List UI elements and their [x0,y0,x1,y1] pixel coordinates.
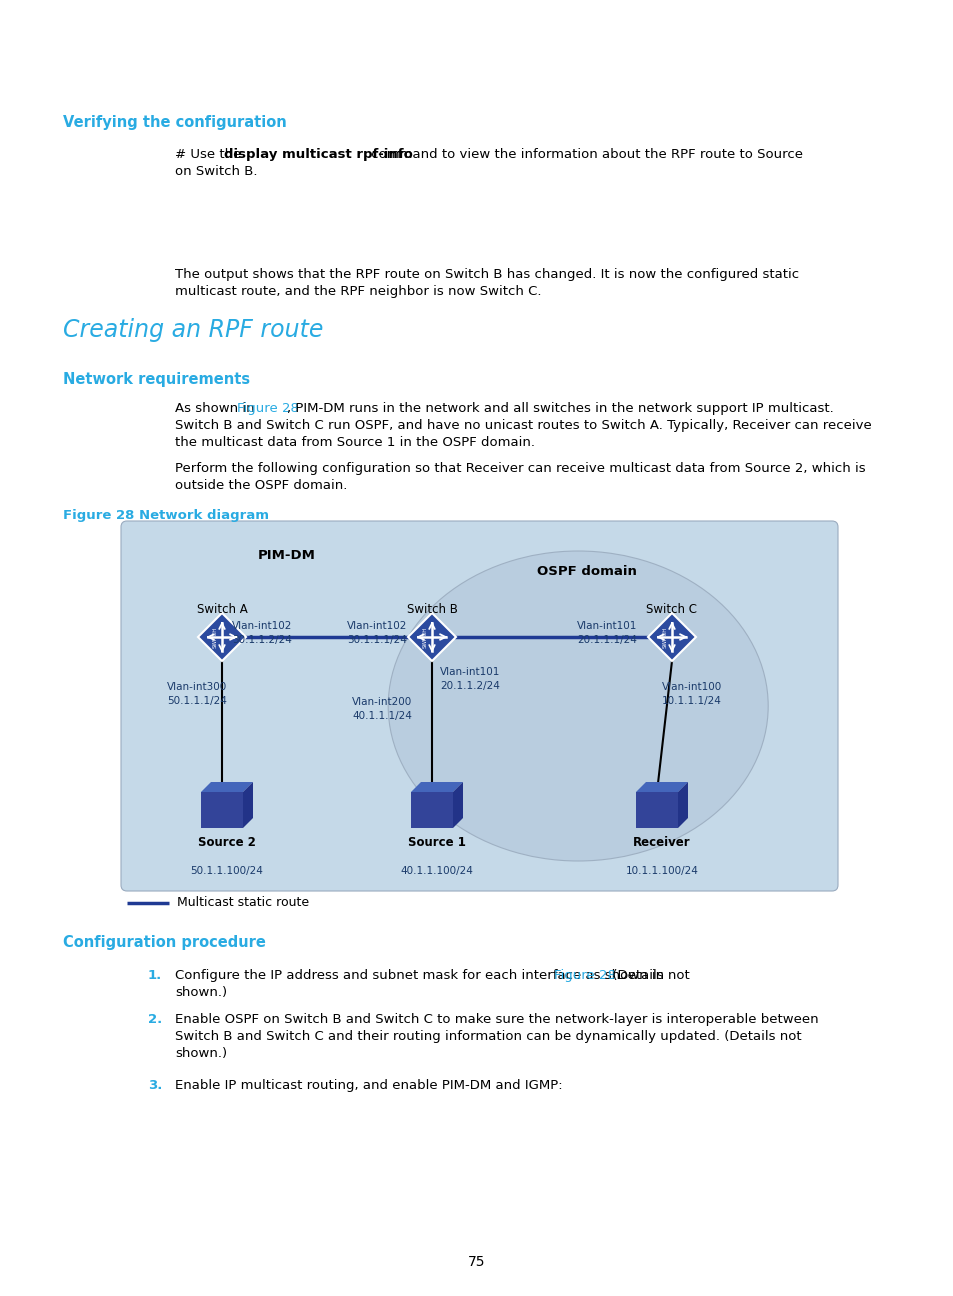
Text: 3.: 3. [148,1080,162,1093]
Polygon shape [201,792,243,828]
Polygon shape [198,613,246,661]
Text: 20.1.1.1/24: 20.1.1.1/24 [577,635,637,645]
Text: The output shows that the RPF route on Switch B has changed. It is now the confi: The output shows that the RPF route on S… [174,268,799,281]
Ellipse shape [388,551,767,861]
Polygon shape [408,613,456,661]
Text: Figure 28: Figure 28 [236,402,298,415]
Text: 50.1.1.100/24: 50.1.1.100/24 [191,866,263,876]
Text: 10.1.1.1/24: 10.1.1.1/24 [661,696,721,706]
Polygon shape [411,781,462,792]
Text: command to view the information about the RPF route to Source: command to view the information about th… [367,148,802,161]
Text: 10.1.1.100/24: 10.1.1.100/24 [625,866,698,876]
Text: Vlan-int300: Vlan-int300 [167,682,227,692]
Polygon shape [647,613,696,661]
Text: 30.1.1.1/24: 30.1.1.1/24 [347,635,406,645]
Text: Vlan-int100: Vlan-int100 [661,682,721,692]
Text: shown.): shown.) [174,986,227,999]
Text: Vlan-int101: Vlan-int101 [439,667,500,677]
Text: 50.1.1.1/24: 50.1.1.1/24 [167,696,227,706]
Text: Vlan-int102: Vlan-int102 [347,621,407,631]
Text: Switch B and Switch C and their routing information can be dynamically updated. : Switch B and Switch C and their routing … [174,1030,801,1043]
Text: Vlan-int101: Vlan-int101 [577,621,637,631]
Polygon shape [411,792,453,828]
Text: Figure 28 Network diagram: Figure 28 Network diagram [63,509,269,522]
Polygon shape [243,781,253,828]
Text: Figure 28: Figure 28 [554,969,616,982]
Text: display multicast rpf-info: display multicast rpf-info [224,148,413,161]
Text: Receiver: Receiver [633,836,690,849]
Text: 75: 75 [468,1255,485,1269]
Text: . (Details not: . (Details not [603,969,689,982]
Text: SWITCH: SWITCH [422,626,427,648]
Text: SWITCH: SWITCH [213,626,217,648]
Polygon shape [636,781,687,792]
Text: Enable OSPF on Switch B and Switch C to make sure the network-layer is interoper: Enable OSPF on Switch B and Switch C to … [174,1013,818,1026]
Text: Vlan-int102: Vlan-int102 [232,621,292,631]
Text: Switch C: Switch C [646,603,697,616]
Polygon shape [201,781,253,792]
Text: Network requirements: Network requirements [63,372,250,388]
Text: Configuration procedure: Configuration procedure [63,934,266,950]
Text: # Use the: # Use the [174,148,245,161]
FancyBboxPatch shape [121,521,837,892]
Text: Source 2: Source 2 [198,836,255,849]
Text: 40.1.1.1/24: 40.1.1.1/24 [352,712,412,721]
Text: the multicast data from Source 1 in the OSPF domain.: the multicast data from Source 1 in the … [174,435,535,448]
Polygon shape [678,781,687,828]
Text: on Switch B.: on Switch B. [174,165,257,178]
Polygon shape [453,781,462,828]
Text: Switch A: Switch A [196,603,247,616]
Text: 20.1.1.2/24: 20.1.1.2/24 [439,680,499,691]
Text: SWITCH: SWITCH [661,626,666,648]
Text: shown.): shown.) [174,1047,227,1060]
Text: Configure the IP address and subnet mask for each interface as shown in: Configure the IP address and subnet mask… [174,969,668,982]
Text: Multicast static route: Multicast static route [177,897,309,910]
Text: Verifying the configuration: Verifying the configuration [63,115,287,130]
Text: Switch B: Switch B [406,603,456,616]
Text: 30.1.1.2/24: 30.1.1.2/24 [232,635,292,645]
Text: OSPF domain: OSPF domain [537,565,637,578]
Text: , PIM-DM runs in the network and all switches in the network support IP multicas: , PIM-DM runs in the network and all swi… [287,402,833,415]
Text: Switch B and Switch C run OSPF, and have no unicast routes to Switch A. Typicall: Switch B and Switch C run OSPF, and have… [174,419,871,432]
Text: Enable IP multicast routing, and enable PIM-DM and IGMP:: Enable IP multicast routing, and enable … [174,1080,562,1093]
Text: Creating an RPF route: Creating an RPF route [63,318,323,342]
Text: PIM-DM: PIM-DM [258,550,315,562]
Text: 1.: 1. [148,969,162,982]
Text: As shown in: As shown in [174,402,258,415]
Text: 40.1.1.100/24: 40.1.1.100/24 [400,866,473,876]
Polygon shape [636,792,678,828]
Text: outside the OSPF domain.: outside the OSPF domain. [174,480,347,492]
Text: 2.: 2. [148,1013,162,1026]
Text: multicast route, and the RPF neighbor is now Switch C.: multicast route, and the RPF neighbor is… [174,285,541,298]
Text: Perform the following configuration so that Receiver can receive multicast data : Perform the following configuration so t… [174,461,864,476]
Text: Source 1: Source 1 [408,836,465,849]
Text: Vlan-int200: Vlan-int200 [352,697,412,708]
